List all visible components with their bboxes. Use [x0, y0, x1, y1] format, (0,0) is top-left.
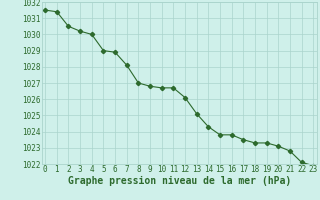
X-axis label: Graphe pression niveau de la mer (hPa): Graphe pression niveau de la mer (hPa) [68, 176, 291, 186]
